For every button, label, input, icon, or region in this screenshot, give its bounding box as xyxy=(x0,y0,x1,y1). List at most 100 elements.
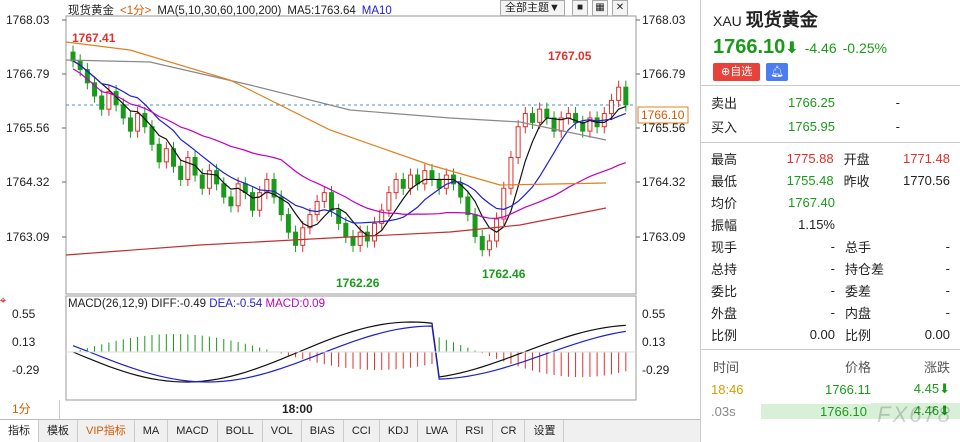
candle-body xyxy=(372,222,378,242)
candle-body xyxy=(249,192,255,211)
buy-row: 买入 1765.95 - xyxy=(701,114,960,138)
price-change-pct: -0.25% xyxy=(842,40,887,56)
candle-body xyxy=(314,200,320,216)
legend-ma-params: MA(5,10,30,60,100,200) xyxy=(157,5,282,17)
tab-7[interactable]: BIAS xyxy=(302,420,344,442)
candle-body xyxy=(465,196,471,216)
trade-time: .03s xyxy=(711,403,736,419)
trade-head-change: 涨跌 xyxy=(923,359,950,375)
stat-label-2: 昨收 xyxy=(843,173,870,189)
stats-list: 最高 1775.88 开盘 1771.48 最低 1755.48 昨收 1770.56 均价 17… xyxy=(701,147,960,345)
candle-body xyxy=(99,95,105,110)
ma60-line xyxy=(65,59,607,141)
quote-code: XAU xyxy=(713,13,742,29)
trade-head-price: 价格 xyxy=(844,359,871,375)
macd-value: MACD:0.09 xyxy=(265,298,325,310)
candle-body xyxy=(127,117,133,132)
candle-body xyxy=(422,170,428,185)
candle-body xyxy=(357,231,363,246)
candle-body xyxy=(156,143,162,163)
tab-11[interactable]: RSI xyxy=(457,420,493,442)
add-watchlist-button[interactable]: ⊕自选 xyxy=(713,63,761,81)
candle-body xyxy=(573,113,579,123)
kline-chart[interactable]: 1768.03 1768.03 1766.79 1766.79 1765.56 1765.… xyxy=(0,0,700,420)
stat-value-2: 1771.48 xyxy=(902,150,950,166)
trade-head-time: 时间 xyxy=(713,359,740,375)
candle-body xyxy=(400,178,406,189)
stat-row: 最低 1755.48 昨收 1770.56 xyxy=(701,169,960,191)
candle-body xyxy=(278,196,284,216)
alert-bell-button[interactable]: 🔔︎ xyxy=(766,63,789,81)
tab-8[interactable]: CCI xyxy=(344,420,380,442)
candle-body xyxy=(580,121,586,132)
tab-13[interactable]: 设置 xyxy=(525,420,565,442)
trade-time: 18:46 xyxy=(711,381,744,397)
tab-2[interactable]: VIP指标 xyxy=(78,420,135,442)
candle-body xyxy=(300,227,306,246)
macd-axis-label-left: 0.13 xyxy=(12,335,36,349)
tab-9[interactable]: KDJ xyxy=(380,420,418,442)
stat-value-2: 1770.56 xyxy=(902,172,950,188)
stat-label-2: 总手 xyxy=(845,239,872,255)
tab-5[interactable]: BOLL xyxy=(218,420,263,442)
candle-body xyxy=(228,196,234,207)
stat-value: 1767.40 xyxy=(788,194,835,210)
stat-label-2: 持仓差 xyxy=(845,261,885,277)
quote-title: XAU 现货黄金 xyxy=(701,0,960,32)
tab-10[interactable]: LWA xyxy=(418,420,458,442)
candle-body xyxy=(328,192,334,211)
y-axis-label-left: 1765.56 xyxy=(6,121,50,135)
period-button[interactable]: 1分 xyxy=(0,400,60,419)
tab-3[interactable]: MA xyxy=(135,420,169,442)
candle-body xyxy=(616,86,622,101)
ma10-line xyxy=(72,60,627,224)
tab-0[interactable]: 指标 xyxy=(0,420,39,442)
legend-ma10: MA10 xyxy=(361,5,392,17)
trade-change: 4.45⬇ xyxy=(913,381,950,396)
tab-4[interactable]: MACD xyxy=(168,420,218,442)
stat-label: 振幅 xyxy=(711,217,738,233)
candle-body xyxy=(436,178,442,189)
sell-row: 卖出 1766.25 - xyxy=(701,90,960,114)
candle-body xyxy=(264,178,270,194)
plus-icon: ⊕ xyxy=(721,66,731,78)
candle-body xyxy=(163,148,169,163)
stat-value-2: - xyxy=(945,282,950,298)
candle-body xyxy=(429,170,435,180)
y-axis-label-left: 1766.79 xyxy=(6,67,50,81)
candle-body xyxy=(486,240,492,251)
trade-header: 时间 价格 涨跌 xyxy=(701,354,960,378)
watermark-logo: FX678 xyxy=(877,402,952,427)
candle-body xyxy=(529,113,535,123)
theme-dropdown[interactable]: 全部主题▼ xyxy=(500,0,565,16)
tab-6[interactable]: VOL xyxy=(263,420,302,442)
tab-12[interactable]: CR xyxy=(493,420,526,442)
candle-body xyxy=(92,82,98,97)
candle-body xyxy=(235,183,241,207)
grid-icon[interactable]: ▦ xyxy=(592,0,608,16)
macd-params: MACD(26,12,9) xyxy=(68,298,148,310)
price-annotation-low: 1762.26 xyxy=(336,276,380,290)
stat-row: 最高 1775.88 开盘 1771.48 xyxy=(701,147,960,169)
candle-body xyxy=(443,174,449,189)
stat-label-2: 比例 xyxy=(845,327,872,343)
candle-body xyxy=(135,113,141,132)
stat-label: 最低 xyxy=(711,173,738,189)
stat-row: 比例 0.00 比例 0.00 xyxy=(701,323,960,345)
macd-axis-label-right: -0.29 xyxy=(642,363,670,377)
legend-period[interactable]: <1分> xyxy=(120,5,152,17)
candle-body xyxy=(199,174,205,189)
stat-label-2: 开盘 xyxy=(843,151,870,167)
tab-1[interactable]: 模板 xyxy=(39,420,78,442)
stop-icon[interactable]: ■ xyxy=(572,0,588,16)
candle-body xyxy=(285,214,291,233)
candle-body xyxy=(271,178,277,198)
quote-name: 现货黄金 xyxy=(745,10,818,30)
candle-body xyxy=(565,113,571,119)
y-axis-label-right: 1764.32 xyxy=(642,175,686,189)
close-icon[interactable]: ✕ xyxy=(612,0,628,16)
macd-pane-frame xyxy=(65,295,637,401)
candle-body xyxy=(393,178,399,194)
stat-label: 比例 xyxy=(711,327,738,343)
kline-canvas[interactable]: 1768.03 1768.03 1766.79 1766.79 1765.56 1765.… xyxy=(0,0,700,420)
